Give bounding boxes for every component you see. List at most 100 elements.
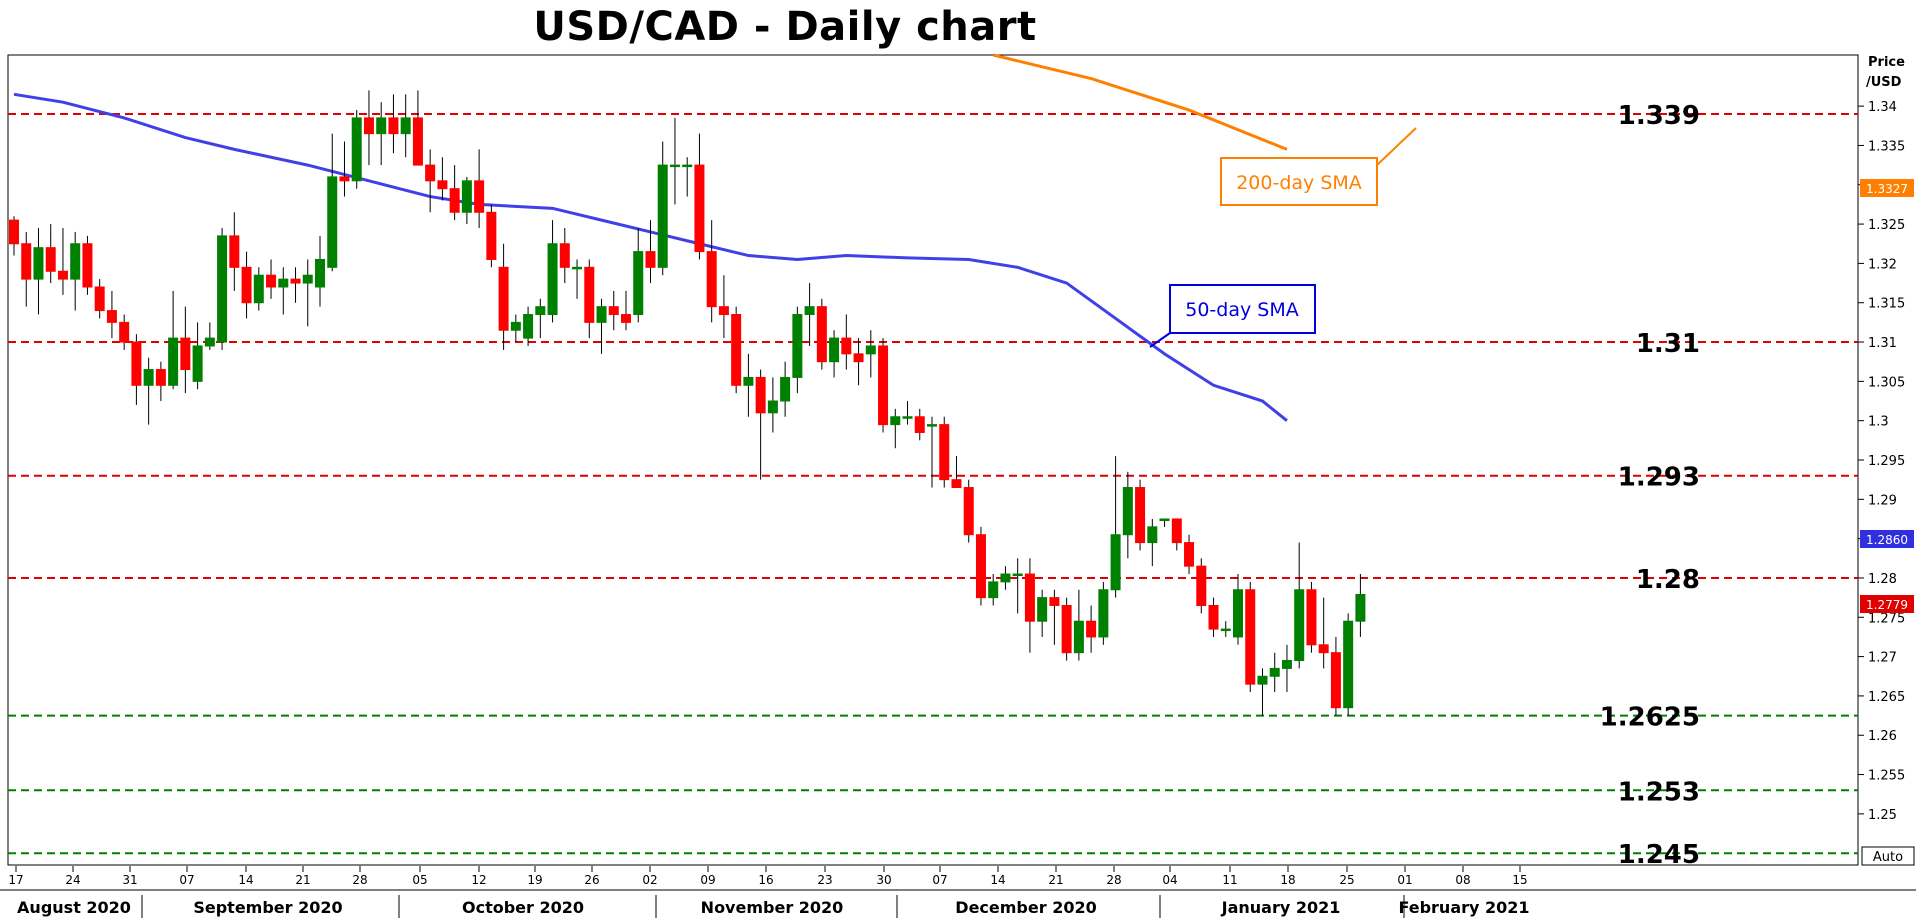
- candle: [449, 165, 460, 221]
- candle-body: [1294, 589, 1305, 662]
- candle-body: [376, 117, 387, 135]
- time-tick-label: 14: [238, 873, 253, 887]
- candle: [1343, 613, 1354, 716]
- candle: [1073, 589, 1084, 661]
- candle-body: [363, 117, 374, 135]
- candle: [927, 416, 937, 488]
- candle: [914, 408, 925, 441]
- candle-body: [523, 314, 534, 339]
- candle-body: [461, 180, 472, 213]
- time-tick-label: 01: [1397, 873, 1412, 887]
- sma200-value-badge: 1.3327: [1860, 179, 1914, 197]
- candle: [1196, 558, 1207, 614]
- price-tick-label: 1.31: [1868, 336, 1897, 351]
- auto-scale-button[interactable]: Auto: [1861, 846, 1915, 866]
- candle-body: [474, 180, 485, 213]
- candle: [829, 330, 840, 378]
- time-axis: 17 24 31 07 14 21 28 05 12 19 26 02 09 16 23 30 07 14 21 28…: [0, 866, 1916, 918]
- price-tick-label: 1.335: [1868, 139, 1905, 154]
- candle-body: [963, 487, 974, 536]
- time-tick-label: 18: [1280, 873, 1295, 887]
- level-label: 1.31: [1636, 329, 1700, 359]
- candle: [131, 334, 142, 405]
- candle: [621, 290, 631, 331]
- candle: [841, 314, 852, 370]
- candle: [890, 408, 901, 449]
- price-tick-label: 1.27: [1868, 651, 1897, 666]
- support-resistance-levels: 1.339 1.31 1.293 1.28 1.2625 1.253 1.245: [8, 101, 1858, 870]
- candle-body: [412, 117, 423, 166]
- time-tick-label: 02: [642, 873, 657, 887]
- time-tick-label: 26: [584, 873, 599, 887]
- candle-body: [939, 424, 950, 481]
- price-tick-label: 1.315: [1868, 297, 1905, 312]
- candle: [253, 267, 264, 311]
- candle-body: [400, 117, 411, 135]
- month-label: January 2021: [1221, 898, 1341, 917]
- level-label: 1.28: [1636, 565, 1700, 595]
- candle: [1171, 518, 1182, 551]
- time-tick-label: 05: [412, 873, 427, 887]
- candle: [633, 228, 644, 323]
- candle-body: [902, 416, 913, 419]
- candle: [217, 228, 228, 350]
- candle: [1245, 581, 1256, 692]
- candle-body: [1269, 667, 1280, 677]
- candle: [1294, 542, 1305, 669]
- time-tick-label: 17: [8, 873, 23, 887]
- candle-body: [1343, 620, 1354, 709]
- candle-body: [425, 164, 436, 182]
- level-label: 1.2625: [1600, 703, 1700, 733]
- level-label: 1.293: [1618, 463, 1700, 493]
- time-tick-label: 25: [1339, 873, 1354, 887]
- candle: [33, 228, 44, 315]
- candle-body: [1355, 593, 1366, 622]
- candle: [180, 306, 191, 394]
- candle-body: [339, 176, 350, 182]
- sma200-leader-line: [1375, 127, 1417, 167]
- candle: [1098, 581, 1109, 645]
- candle: [474, 149, 485, 229]
- candle-body: [694, 164, 705, 253]
- sma50-label: 50-day SMA: [1185, 299, 1298, 321]
- candle-body: [204, 337, 215, 347]
- candle-body: [572, 266, 583, 270]
- candle-body: [669, 164, 680, 168]
- time-tick-label: 15: [1512, 873, 1527, 887]
- sma200-label: 200-day SMA: [1236, 172, 1362, 194]
- candle-body: [510, 321, 521, 331]
- candle-body: [547, 243, 558, 316]
- candle-body: [596, 306, 607, 323]
- last-price-value: 1.2779: [1866, 598, 1908, 612]
- time-tick-label: 16: [758, 873, 773, 887]
- candle: [767, 377, 778, 433]
- price-tick-label: 1.25: [1868, 808, 1897, 823]
- time-tick-label: 08: [1455, 873, 1470, 887]
- candle: [1306, 581, 1317, 653]
- candle: [351, 110, 362, 189]
- candle-body: [743, 376, 754, 386]
- candle-body: [94, 286, 105, 312]
- candle: [1049, 589, 1060, 645]
- price-tick-label: 1.325: [1868, 218, 1905, 233]
- candle-body: [1281, 660, 1292, 669]
- candle-body: [975, 534, 986, 599]
- candle: [45, 224, 56, 284]
- candle: [1184, 534, 1195, 575]
- candle-body: [767, 400, 778, 414]
- candle: [486, 204, 497, 268]
- candle: [94, 279, 105, 319]
- candle: [1257, 668, 1268, 716]
- candle: [461, 176, 472, 225]
- candle-body: [559, 243, 570, 268]
- candle: [706, 220, 717, 323]
- candle-body: [278, 278, 289, 288]
- candle-body: [1147, 526, 1158, 544]
- month-label: August 2020: [17, 898, 131, 917]
- time-tick-label: 04: [1162, 873, 1177, 887]
- last-price-badge: 1.2779: [1860, 595, 1914, 613]
- sma200-label-box: [1220, 157, 1378, 206]
- candle-body: [1073, 620, 1084, 654]
- time-tick-label: 09: [700, 873, 715, 887]
- candle-body: [327, 176, 338, 268]
